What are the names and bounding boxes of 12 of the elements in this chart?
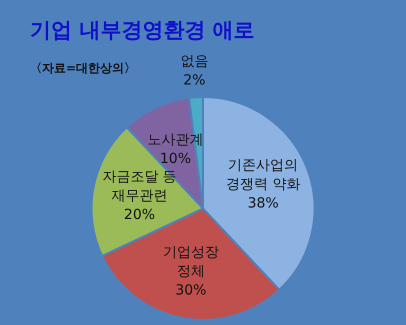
chart-title: 기업 내부경영환경 애로 bbox=[30, 17, 255, 44]
data-label: 38% bbox=[248, 195, 279, 212]
slice-label: 기존사업의 경쟁력 약화 bbox=[226, 157, 300, 192]
data-label: 10% bbox=[160, 151, 192, 168]
slice-label: 자금조달 등 재무관련 bbox=[102, 169, 177, 204]
data-label: 30% bbox=[175, 282, 206, 299]
data-label: 2% bbox=[183, 72, 206, 88]
data-label: 20% bbox=[124, 207, 156, 224]
slice-label: 기업성장 정체 bbox=[162, 244, 219, 280]
slice-label: 노사관계 bbox=[147, 132, 204, 148]
slice-label: 없음 bbox=[180, 53, 208, 70]
text: 〈자료=대한상의〉 bbox=[30, 60, 136, 77]
